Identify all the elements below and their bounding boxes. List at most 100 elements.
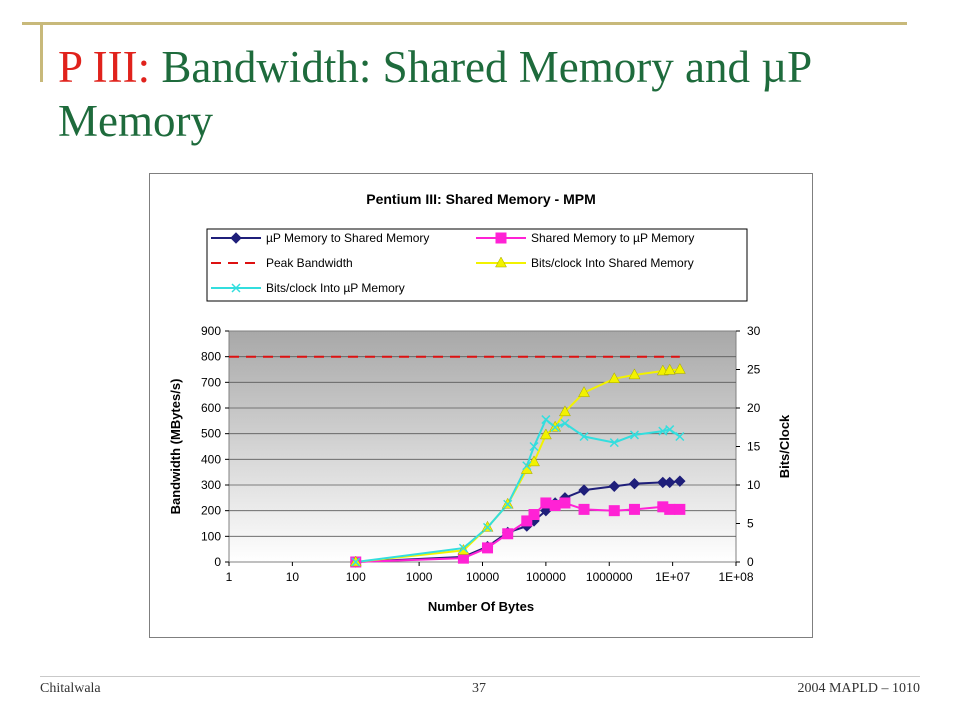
- legend-swatch-marker: [495, 256, 507, 268]
- data-point-stroke: [550, 422, 560, 432]
- data-point: [628, 478, 641, 490]
- data-point-stroke: [560, 418, 570, 428]
- y-tick-label: 400: [201, 452, 221, 466]
- legend-label: Bits/clock Into µP Memory: [266, 281, 405, 295]
- header-rule-horizontal: [22, 22, 907, 25]
- data-point: [351, 557, 361, 567]
- data-point-stroke: [658, 426, 668, 436]
- data-point-stroke: [675, 431, 685, 442]
- y-tick-label: 500: [201, 427, 221, 441]
- chart-title: Pentium III: Shared Memory - MPM: [366, 191, 595, 207]
- data-point: [529, 441, 539, 452]
- data-point-stroke: [541, 415, 551, 425]
- data-point-stroke: [665, 425, 675, 435]
- chart-container: Pentium III: Shared Memory - MPM µP Memor…: [149, 173, 813, 638]
- y-tick-label: 100: [201, 529, 221, 543]
- data-point: [579, 431, 589, 442]
- data-point: [540, 497, 552, 509]
- data-point-stroke: [579, 431, 589, 442]
- y2-tick-label: 20: [747, 401, 761, 415]
- data-point-stroke: [529, 441, 539, 452]
- footer-author: Chitalwala: [40, 681, 101, 696]
- data-point: [578, 484, 590, 496]
- data-point: [550, 422, 560, 432]
- data-point: [664, 503, 676, 515]
- x-tick-label: 100: [346, 570, 366, 584]
- legend-label: Peak Bandwidth: [266, 256, 353, 270]
- y-tick-label: 900: [201, 324, 221, 338]
- legend-box: [206, 228, 748, 302]
- data-point: [528, 455, 540, 467]
- data-point: [658, 426, 668, 436]
- data-point: [608, 480, 620, 492]
- x-tick-label: 10: [286, 570, 300, 584]
- data-point-stroke: [522, 461, 532, 471]
- data-point: [482, 522, 493, 532]
- data-point: [503, 499, 513, 509]
- data-point: [664, 476, 676, 489]
- data-point: [608, 372, 621, 383]
- data-point: [673, 362, 686, 374]
- footer-page-number: 37: [472, 681, 486, 696]
- x-tick-label: 1000000: [586, 570, 633, 584]
- data-point: [539, 428, 552, 440]
- x-tick-label: 1E+07: [655, 570, 690, 584]
- y2-axis-title: Bits/Clock: [777, 414, 792, 478]
- data-point-stroke: [609, 438, 619, 448]
- data-point: [629, 430, 639, 440]
- y-tick-label: 200: [201, 504, 221, 518]
- legend-swatch-marker: [231, 283, 241, 293]
- data-point: [541, 415, 551, 425]
- data-point-stroke: [503, 499, 513, 509]
- x-axis-title: Number Of Bytes: [428, 599, 534, 614]
- data-point-stroke: [458, 543, 468, 553]
- slide-title-rest: Bandwidth: Shared Memory and µP Memory: [58, 42, 811, 146]
- data-point: [674, 475, 686, 487]
- data-point: [674, 503, 686, 515]
- legend-swatch-marker: [230, 232, 242, 244]
- data-point: [578, 386, 590, 397]
- data-point: [628, 368, 641, 380]
- y-tick-label: 800: [201, 350, 221, 364]
- bandwidth-chart: Pentium III: Shared Memory - MPM µP Memor…: [168, 191, 792, 614]
- data-point: [560, 418, 570, 428]
- y2-tick-label: 25: [747, 363, 761, 377]
- data-point: [502, 528, 514, 540]
- data-point: [549, 500, 561, 512]
- legend-swatch-marker: [495, 232, 507, 244]
- x-tick-label: 1: [226, 570, 233, 584]
- y-tick-label: 700: [201, 375, 221, 389]
- data-point: [528, 509, 540, 521]
- y2-tick-label: 30: [747, 324, 761, 338]
- legend-entry: Bits/clock Into µP Memory: [211, 281, 405, 295]
- slide-title-prefix: P III:: [58, 42, 151, 92]
- legend-label: µP Memory to Shared Memory: [266, 231, 429, 245]
- data-point: [521, 515, 533, 527]
- y2-tick-label: 5: [747, 517, 754, 531]
- footer-event: 2004 MAPLD – 1010: [797, 681, 920, 696]
- x-tick-label: 1E+08: [718, 570, 753, 584]
- legend-entry: Shared Memory to µP Memory: [476, 231, 694, 245]
- legend-label: Bits/clock Into Shared Memory: [531, 256, 694, 270]
- data-point: [522, 461, 532, 471]
- y-tick-label: 0: [214, 555, 221, 569]
- data-point: [578, 503, 590, 515]
- plot-area: [228, 330, 737, 563]
- data-point: [559, 405, 571, 417]
- legend-label: Shared Memory to µP Memory: [531, 231, 694, 245]
- data-point-stroke: [482, 522, 493, 532]
- y-tick-label: 600: [201, 401, 221, 415]
- data-point: [663, 363, 676, 375]
- data-point-stroke: [231, 283, 241, 293]
- data-point: [608, 505, 620, 517]
- data-point-stroke: [629, 430, 639, 440]
- data-point: [609, 438, 619, 448]
- slide-title: P III: Bandwidth: Shared Memory and µP M…: [58, 40, 918, 148]
- legend-entry: Bits/clock Into Shared Memory: [476, 256, 694, 270]
- data-point: [675, 431, 685, 442]
- y-axis-title: Bandwidth (MBytes/s): [168, 379, 183, 515]
- y2-tick-label: 10: [747, 478, 761, 492]
- data-point: [482, 542, 494, 554]
- y-tick-label: 300: [201, 478, 221, 492]
- data-point-stroke: [351, 557, 361, 567]
